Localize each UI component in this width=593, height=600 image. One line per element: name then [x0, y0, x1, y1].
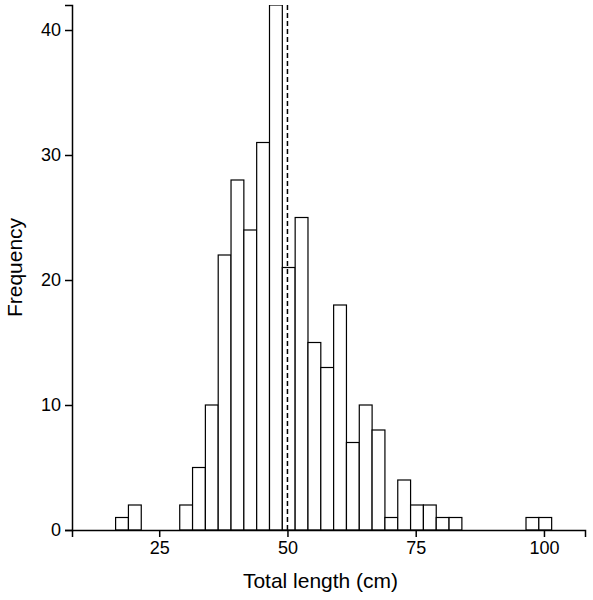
y-tick-mark [65, 30, 72, 32]
x-tick-mark [159, 530, 161, 537]
histogram-bar [436, 518, 449, 531]
y-tick-label: 20 [41, 270, 61, 290]
histogram-bar [308, 343, 321, 531]
x-tick-label: 100 [529, 538, 559, 558]
histogram-bar [128, 505, 141, 530]
histogram-bar [411, 505, 424, 530]
chart: 25 50 75 100 0 10 20 30 40 Total length (cm) Frequ… [0, 0, 593, 600]
histogram-bar [321, 368, 334, 531]
histogram-bar [205, 405, 218, 530]
histogram-bar [334, 305, 347, 530]
x-tick-label: 25 [150, 538, 170, 558]
histogram-bar [218, 255, 231, 530]
y-tick-label: 40 [41, 20, 61, 40]
histogram-bar [449, 518, 462, 531]
y-tick-label: 0 [51, 520, 61, 540]
x-axis: 25 50 75 100 [73, 530, 586, 558]
y-tick: 10 [41, 395, 72, 415]
x-tick-mark [544, 530, 546, 537]
x-axis-line [73, 531, 586, 538]
y-axis-line [65, 6, 73, 531]
histogram-bar [231, 180, 244, 530]
plot: 25 50 75 100 0 10 20 30 40 [41, 5, 586, 558]
y-axis: 0 10 20 30 40 [41, 6, 73, 541]
x-tick: 25 [150, 530, 170, 558]
y-tick: 0 [51, 520, 72, 540]
histogram-bar [526, 518, 539, 531]
histogram-bar [398, 480, 411, 530]
histogram-bar [193, 468, 206, 531]
x-tick: 75 [406, 530, 426, 558]
y-tick: 40 [41, 20, 72, 40]
x-tick-label: 75 [406, 538, 426, 558]
histogram-bar [372, 430, 385, 530]
histogram-bar [180, 505, 193, 530]
histogram-bar [244, 230, 257, 530]
x-tick-label: 50 [278, 538, 298, 558]
histogram-bar [282, 268, 295, 531]
y-tick-mark [65, 405, 72, 407]
x-tick-mark [287, 530, 289, 537]
y-tick-label: 10 [41, 395, 61, 415]
histogram-bar [346, 443, 359, 531]
y-axis-title: Frequency [3, 217, 26, 317]
histogram-bar [423, 505, 436, 530]
x-tick-mark [415, 530, 417, 537]
y-tick: 30 [41, 145, 72, 165]
x-axis-title: Total length (cm) [243, 569, 398, 592]
histogram-bar [257, 143, 270, 531]
histogram-bar [539, 518, 552, 531]
histogram-bar [385, 518, 398, 531]
x-tick: 100 [529, 530, 559, 558]
reference-line [287, 5, 289, 530]
histogram-bar [270, 5, 283, 530]
y-tick-label: 30 [41, 145, 61, 165]
y-tick-mark [65, 280, 72, 282]
marks [116, 5, 552, 530]
y-tick-mark [65, 155, 72, 157]
y-tick: 20 [41, 270, 72, 290]
histogram-bar [359, 405, 372, 530]
y-tick-mark [65, 530, 72, 532]
x-tick: 50 [278, 530, 298, 558]
histogram-bar [295, 218, 308, 531]
histogram-bar [116, 518, 129, 531]
